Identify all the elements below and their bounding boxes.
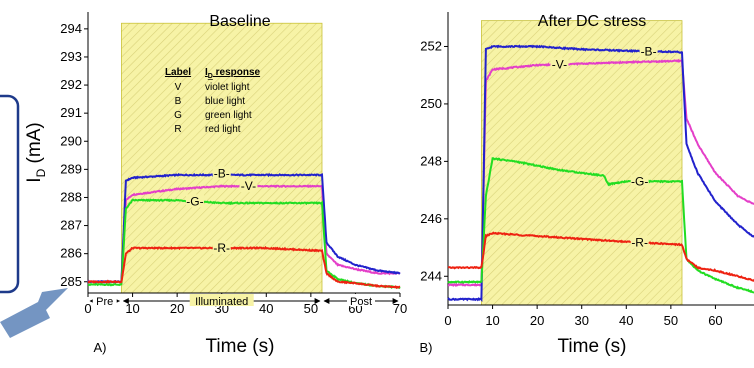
legend-header-label: Label [165, 67, 191, 78]
legend-header-response-main: I [205, 67, 208, 78]
series-label-b: -B- [214, 167, 230, 181]
x-tick-label: 50 [664, 313, 678, 328]
legend-entry-label: V [175, 82, 182, 93]
pointer-arrow-icon [0, 288, 68, 338]
y-tick-label: 250 [420, 96, 442, 111]
y-tick-label: 287 [60, 218, 82, 233]
series-line-b [447, 44, 754, 302]
series-label-bg [550, 57, 569, 71]
x-tick-label: 10 [125, 301, 139, 316]
y-axis-label: ID (mA) [24, 122, 48, 182]
legend-entry-label: R [174, 124, 181, 135]
y-tick-label: 286 [60, 246, 82, 261]
phase-label-illuminated: Illuminated [195, 296, 248, 308]
legend-header-response-tail: response [213, 67, 261, 78]
x-tick-label: 50 [304, 301, 318, 316]
y-tick-label: 252 [420, 38, 442, 53]
y-tick-label: 294 [60, 21, 82, 36]
y-tick-label: 292 [60, 77, 82, 92]
x-tick-label: 60 [708, 313, 722, 328]
phase-label-bg [92, 294, 117, 306]
series-line-r [447, 231, 754, 282]
x-tick-label: 30 [574, 313, 588, 328]
series-line-v [447, 58, 754, 287]
series-label-bg [630, 174, 649, 188]
x-tick-label: 40 [259, 301, 273, 316]
y-tick-label: 290 [60, 133, 82, 148]
legend-entry-text: green light [205, 110, 252, 121]
y-axis-label-unit: (mA) [24, 122, 45, 168]
series-label-g: -G- [186, 194, 203, 208]
phase-label-pre: Pre [96, 296, 113, 308]
legend-header-response: ID response [205, 67, 261, 80]
phase-label-bg [189, 294, 254, 306]
phase-label-bg [347, 294, 375, 306]
series-label-bg [212, 166, 231, 180]
series-label-bg [639, 44, 658, 58]
legend-entry-text: blue light [205, 96, 245, 107]
y-tick-label: 248 [420, 153, 442, 168]
y-tick-label: 246 [420, 211, 442, 226]
y-tick-label: 293 [60, 49, 82, 64]
x-tick-label: 20 [170, 301, 184, 316]
panel-label: B) [420, 340, 433, 355]
illuminated-region-b [481, 20, 683, 306]
y-tick-label: 291 [60, 105, 82, 120]
series-line-g [447, 157, 754, 294]
series-label-v: -V- [552, 57, 567, 71]
series-line-r [87, 245, 401, 290]
series-label-v: -V- [241, 179, 256, 193]
x-axis-label: Time (s) [558, 336, 627, 357]
series-label-r: -R- [631, 235, 648, 249]
chart-title: After DC stress [538, 13, 646, 30]
y-axis-label-sub: D [34, 168, 48, 177]
panel-label: A) [94, 340, 107, 355]
series-label-bg [185, 194, 204, 208]
x-axis-label: Time (s) [206, 336, 275, 357]
legend-entry-label: B [175, 96, 182, 107]
series-label-bg [630, 235, 649, 249]
y-tick-label: 285 [60, 274, 82, 289]
x-tick-label: 10 [485, 313, 499, 328]
series-label-g: -G- [631, 174, 648, 188]
legend-entry-text: red light [205, 124, 241, 135]
series-label-b: -B- [641, 44, 657, 58]
phase-label-post: Post [350, 296, 372, 308]
x-tick-label: 0 [444, 313, 451, 328]
y-tick-label: 244 [420, 268, 442, 283]
x-tick-label: 40 [619, 313, 633, 328]
series-line-b [87, 172, 401, 284]
x-tick-label: 0 [84, 301, 91, 316]
chart-title: Baseline [209, 13, 270, 30]
y-tick-label: 289 [60, 161, 82, 176]
legend-entry-label: G [174, 110, 182, 121]
x-tick-label: 70 [393, 301, 407, 316]
y-axis-label-main: I [24, 177, 45, 182]
series-label-r: -R- [213, 241, 230, 255]
legend-header-response-sub: D [208, 73, 213, 80]
callout-box [0, 94, 20, 294]
legend-entry-text: violet light [205, 82, 250, 93]
y-tick-label: 288 [60, 189, 82, 204]
panel-b: 244 246 248 250 252 0 10 20 30 40 50 60 After DC str… [420, 12, 754, 357]
series-label-bg [239, 179, 258, 193]
x-tick-label: 20 [530, 313, 544, 328]
series-label-bg [212, 241, 231, 255]
